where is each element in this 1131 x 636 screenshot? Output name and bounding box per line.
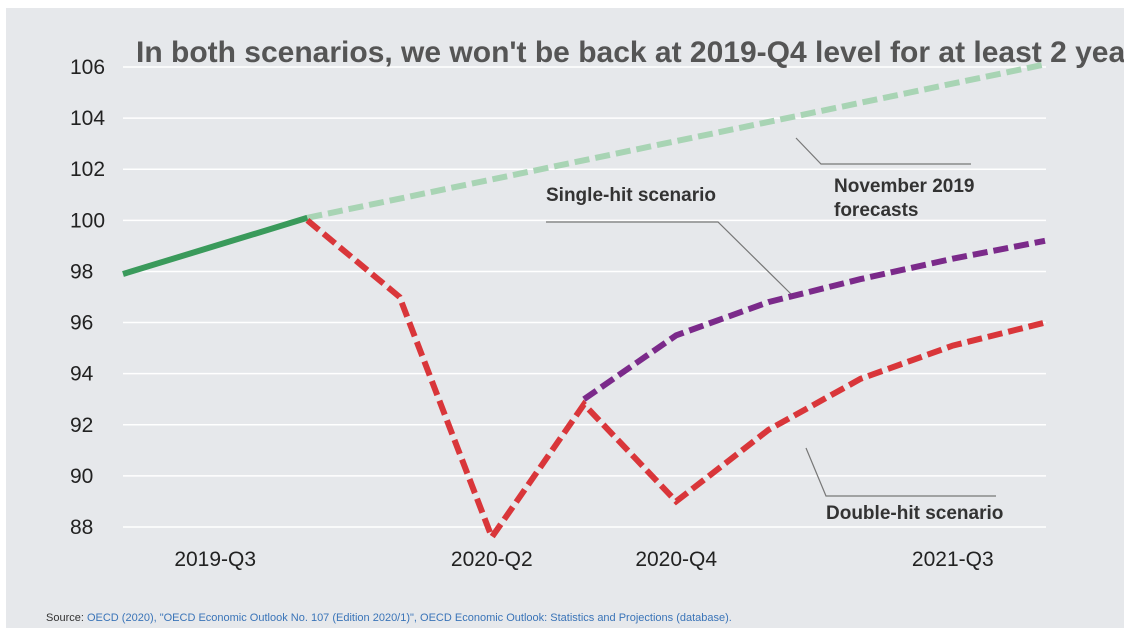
source-note: Source: OECD (2020), "OECD Economic Outl… bbox=[46, 612, 732, 624]
chart-panel: 88 90 92 94 96 98 100 102 104 106 2019-Q3 2020-Q2 2… bbox=[6, 8, 1124, 628]
y-tick-label: 104 bbox=[70, 107, 105, 130]
series-line-double bbox=[305, 217, 1046, 544]
y-tick-label: 92 bbox=[70, 414, 93, 437]
x-axis-ticks: 2019-Q3 2020-Q2 2020-Q4 2021-Q3 bbox=[174, 548, 993, 571]
y-tick-label: 94 bbox=[70, 363, 94, 386]
y-tick-label: 100 bbox=[70, 209, 105, 232]
x-tick-label: 2020-Q4 bbox=[635, 548, 717, 571]
annotation-leaders bbox=[546, 137, 996, 497]
leader-line-november bbox=[795, 137, 971, 165]
series-line-historical bbox=[122, 214, 309, 277]
leader-line-single bbox=[546, 221, 792, 295]
y-tick-label: 106 bbox=[70, 56, 105, 79]
y-tick-label: 90 bbox=[70, 465, 93, 488]
grid bbox=[123, 66, 1046, 528]
y-tick-label: 98 bbox=[70, 260, 93, 283]
y-tick-label: 88 bbox=[70, 516, 93, 539]
x-tick-label: 2019-Q3 bbox=[174, 548, 256, 571]
leader-line-double bbox=[805, 447, 996, 497]
series bbox=[122, 61, 1046, 544]
annotation-double: Double-hit scenario bbox=[826, 503, 1003, 524]
annotation-november: November 2019 bbox=[834, 176, 974, 197]
chart-title: In both scenarios, we won't be back at 2… bbox=[136, 36, 1124, 69]
series-line-single bbox=[582, 237, 1046, 402]
y-tick-label: 102 bbox=[70, 158, 105, 181]
y-axis-ticks: 88 90 92 94 96 98 100 102 104 106 bbox=[70, 56, 105, 539]
y-tick-label: 96 bbox=[70, 312, 93, 335]
x-tick-label: 2020-Q2 bbox=[451, 548, 533, 571]
annotation-single: Single-hit scenario bbox=[546, 185, 716, 206]
annotation-november: forecasts bbox=[834, 200, 919, 221]
source-link[interactable]: OECD (2020), "OECD Economic Outlook No. … bbox=[86, 612, 732, 624]
annotations: November 2019 forecasts Single-hit scenari… bbox=[546, 176, 1003, 524]
source-label: Source: bbox=[46, 612, 87, 624]
x-tick-label: 2021-Q3 bbox=[912, 548, 994, 571]
